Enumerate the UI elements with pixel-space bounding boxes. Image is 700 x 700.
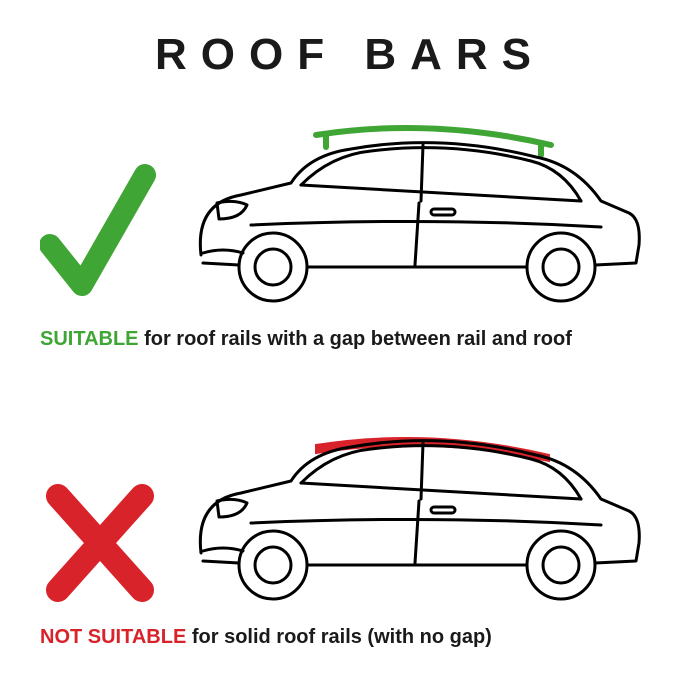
not-suitable-label: NOT SUITABLE xyxy=(40,626,186,648)
suitable-caption: SUITABLE for roof rails with a gap betwe… xyxy=(40,326,660,352)
car-not-suitable-icon xyxy=(181,403,651,608)
car-suitable-icon xyxy=(181,105,651,310)
suitable-text: for roof rails with a gap between rail a… xyxy=(139,328,572,350)
suitable-illustration xyxy=(40,100,660,310)
not-suitable-illustration xyxy=(40,398,660,608)
cross-icon xyxy=(40,478,160,608)
cross-mark-wrap xyxy=(40,398,160,608)
not-suitable-caption: NOT SUITABLE for solid roof rails (with … xyxy=(40,624,660,650)
page-title: ROOF BARS xyxy=(40,30,660,80)
suitable-row: SUITABLE for roof rails with a gap betwe… xyxy=(40,100,660,372)
infographic-container: ROOF BARS xyxy=(0,0,700,700)
suitable-label: SUITABLE xyxy=(40,328,139,350)
not-suitable-car-wrap xyxy=(172,398,660,608)
suitable-car-wrap xyxy=(172,100,660,310)
check-icon xyxy=(40,160,160,310)
not-suitable-row: NOT SUITABLE for solid roof rails (with … xyxy=(40,398,660,670)
check-mark-wrap xyxy=(40,100,160,310)
not-suitable-text: for solid roof rails (with no gap) xyxy=(186,626,492,648)
